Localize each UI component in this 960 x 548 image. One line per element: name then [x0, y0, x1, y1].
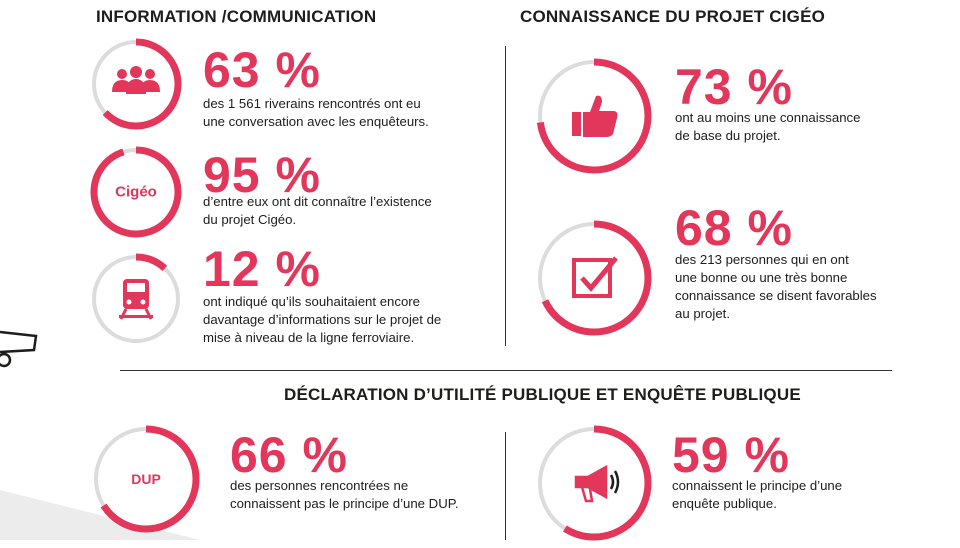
stat-ring-59 — [534, 423, 654, 548]
section-title-connaissance: CONNAISSANCE DU PROJET CIGÉO — [520, 7, 826, 26]
stat-description: connaissent le principe d’une enquête pu… — [672, 478, 843, 511]
stat-description: des 213 personnes qui en ont une bonne o… — [675, 252, 877, 321]
section-title-information: INFORMATION /COMMUNICATION — [96, 7, 377, 26]
stat-ring-63 — [88, 36, 184, 137]
stat-percent: 66 % — [230, 427, 348, 483]
ring-progress — [92, 425, 200, 533]
stat-ring-12 — [88, 251, 184, 352]
ring-progress — [536, 220, 652, 336]
ring-progress — [90, 253, 182, 345]
stat-percent: 95 % — [203, 147, 321, 203]
svg-text:DUP: DUP — [131, 471, 161, 487]
stat-description: des personnes rencontrées ne connaissent… — [230, 478, 459, 511]
stat-description: des 1 561 riverains rencontrés ont eu un… — [203, 96, 429, 129]
section-title-declaration: DÉCLARATION D’UTILITÉ PUBLIQUE ET ENQUÊT… — [284, 385, 801, 404]
stat-description: ont au moins une connaissance de base du… — [675, 110, 861, 143]
cigeo-label: Cigéo — [115, 184, 157, 201]
wagon-icon — [0, 330, 38, 368]
ring-progress — [90, 38, 182, 130]
stat-description: ont indiqué qu’ils souhaitaient encore d… — [203, 294, 442, 345]
stat-ring-68 — [534, 218, 654, 343]
dup-label: DUP — [131, 471, 161, 487]
column-divider-bottom — [505, 432, 506, 540]
section-divider — [120, 370, 892, 371]
train-icon — [119, 279, 153, 320]
svg-text:Cigéo: Cigéo — [115, 184, 157, 201]
megaphone-icon — [574, 464, 620, 503]
thumbs-up-icon — [572, 95, 618, 137]
people-group-icon — [112, 66, 160, 94]
stat-description: d’entre eux ont dit connaître l’existenc… — [203, 194, 432, 227]
column-divider — [505, 46, 506, 346]
stat-percent: 68 % — [675, 200, 793, 256]
ring-progress — [90, 146, 182, 238]
ring-progress — [536, 58, 652, 174]
checkbox-icon — [572, 256, 618, 298]
stat-percent: 59 % — [672, 427, 790, 483]
stat-ring-95: Cigéo — [88, 144, 184, 245]
ring-progress — [536, 425, 652, 541]
stat-percent: 63 % — [203, 42, 321, 98]
stat-percent: 12 % — [203, 241, 321, 297]
stat-ring-73 — [534, 56, 654, 181]
stat-percent: 73 % — [675, 59, 793, 115]
stat-ring-66: DUP — [90, 423, 202, 540]
